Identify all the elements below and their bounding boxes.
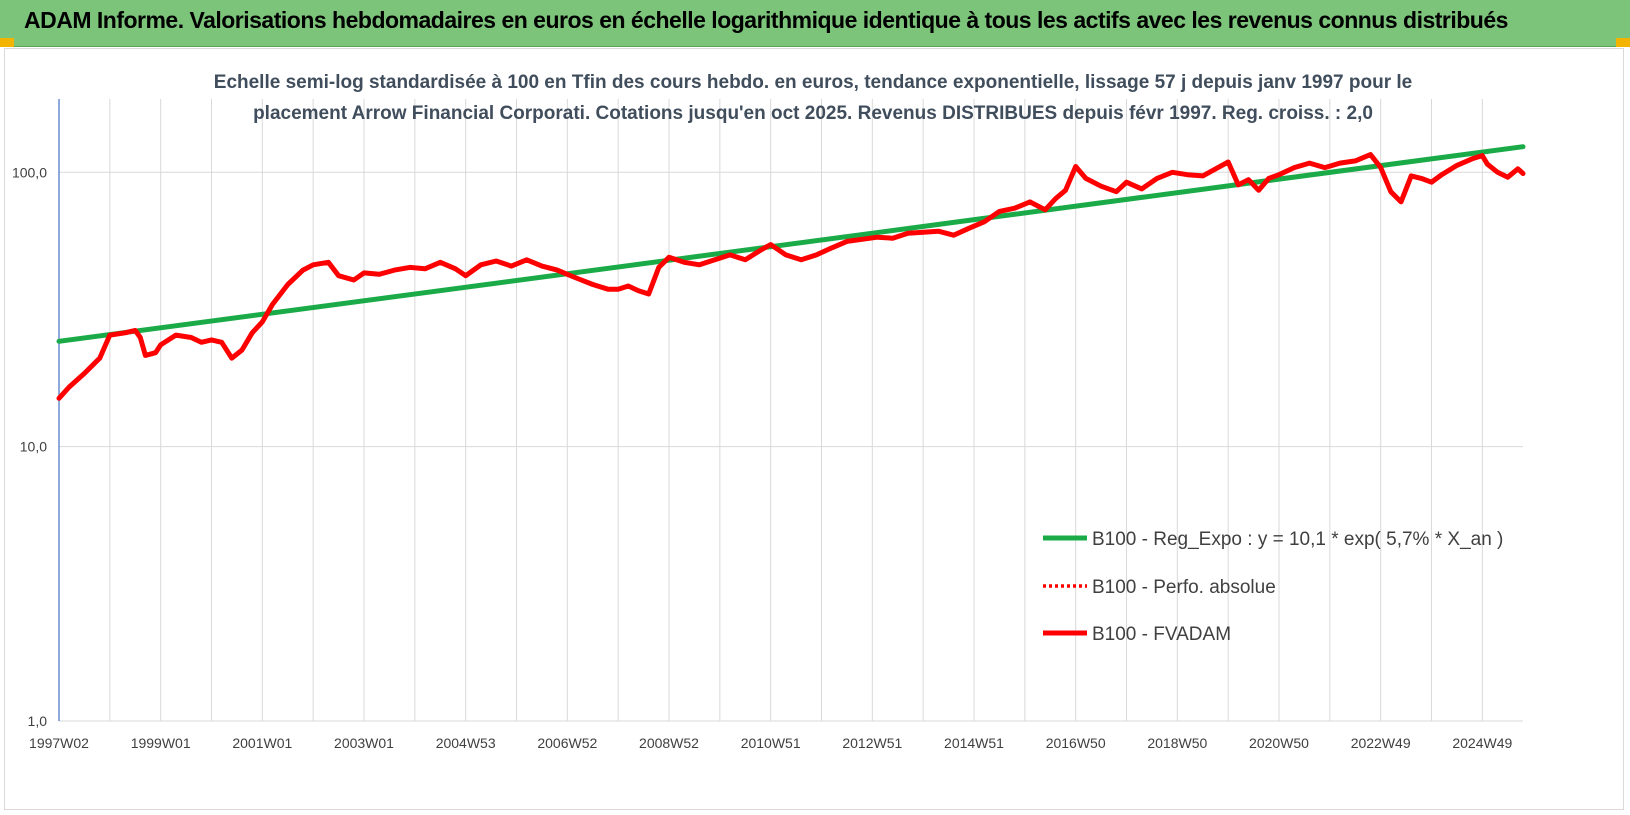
corner-marker-right <box>1616 38 1630 47</box>
report-title: ADAM Informe. Valorisations hebdomadaire… <box>24 7 1508 33</box>
x-tick-label: 1999W01 <box>131 735 191 751</box>
y-tick-label: 1,0 <box>28 713 48 729</box>
x-tick-label: 2006W52 <box>537 735 597 751</box>
legend-label-regression: B100 - Reg_Expo : y = 10,1 * exp( 5,7% *… <box>1092 529 1503 550</box>
legend: B100 - Reg_Expo : y = 10,1 * exp( 5,7% *… <box>1043 529 1503 645</box>
x-tick-label: 2018W50 <box>1147 735 1207 751</box>
legend-label-fvadam: B100 - FVADAM <box>1092 624 1231 645</box>
chart-subtitle-line-2: placement Arrow Financial Corporati. Cot… <box>253 103 1373 124</box>
legend-label-perfo-absolue: B100 - Perfo. absolue <box>1092 577 1276 598</box>
x-tick-label: 2003W01 <box>334 735 394 751</box>
x-tick-label: 2012W51 <box>842 735 902 751</box>
tick-labels: 1,0 10,0 100,0 1997W02 1999W01 2001W01 2003W01… <box>12 164 1513 751</box>
log-line-chart: 1,0 10,0 100,0 1997W02 1999W01 2001W01 2003W01… <box>12 72 1526 751</box>
x-tick-label: 2004W53 <box>436 735 496 751</box>
x-tick-label: 2014W51 <box>944 735 1004 751</box>
series-lines <box>56 144 1526 401</box>
legend-item-perfo-absolue[interactable]: B100 - Perfo. absolue <box>1043 577 1276 598</box>
y-tick-label: 10,0 <box>20 439 47 455</box>
x-tick-label: 2016W50 <box>1046 735 1106 751</box>
chart-subtitle-line-1: Echelle semi-log standardisée à 100 en T… <box>214 72 1412 93</box>
legend-item-fvadam[interactable]: B100 - FVADAM <box>1043 624 1231 645</box>
x-tick-label: 1997W02 <box>29 735 89 751</box>
x-tick-label: 2020W50 <box>1249 735 1309 751</box>
corner-marker-left <box>0 38 14 47</box>
legend-item-regression[interactable]: B100 - Reg_Expo : y = 10,1 * exp( 5,7% *… <box>1043 529 1503 550</box>
report-banner: ADAM Informe. Valorisations hebdomadaire… <box>0 0 1630 47</box>
y-tick-label: 100,0 <box>12 164 47 180</box>
x-tick-label: 2001W01 <box>232 735 292 751</box>
series-line-regression <box>56 144 1526 344</box>
chart-area: 1,0 10,0 100,0 1997W02 1999W01 2001W01 2003W01… <box>4 48 1624 810</box>
x-tick-label: 2008W52 <box>639 735 699 751</box>
series-line-fvadam <box>56 152 1526 401</box>
x-tick-label: 2010W51 <box>741 735 801 751</box>
x-tick-label: 2022W49 <box>1351 735 1411 751</box>
x-tick-label: 2024W49 <box>1452 735 1512 751</box>
grid-lines <box>58 99 1523 722</box>
